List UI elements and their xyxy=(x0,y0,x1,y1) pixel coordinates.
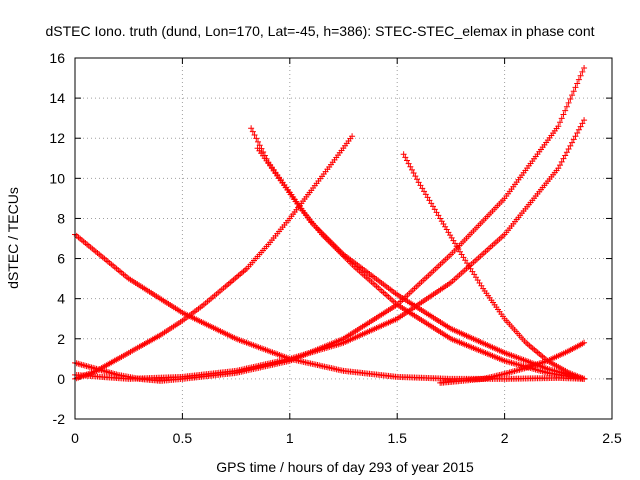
series-2 xyxy=(72,133,356,382)
data-point xyxy=(405,160,412,167)
series-8 xyxy=(437,339,588,386)
data-point xyxy=(435,212,442,219)
y-tick-label: 10 xyxy=(49,170,65,186)
series-1 xyxy=(72,231,588,382)
data-point xyxy=(560,111,567,118)
data-point xyxy=(562,152,569,159)
x-tick-label: 2.5 xyxy=(602,430,622,446)
data-point xyxy=(424,194,431,201)
y-tick-label: -2 xyxy=(53,411,66,427)
data-point xyxy=(574,80,581,87)
data-point xyxy=(570,88,577,95)
data-point xyxy=(579,120,586,127)
data-point xyxy=(581,65,588,72)
data-point xyxy=(563,103,570,110)
series-4 xyxy=(72,65,588,384)
data-point xyxy=(412,173,419,180)
data-point xyxy=(560,155,567,162)
data-point xyxy=(251,132,258,139)
data-point xyxy=(565,146,572,153)
data-point xyxy=(249,128,256,135)
data-point xyxy=(575,76,582,83)
data-point xyxy=(255,138,262,145)
data-point xyxy=(422,191,429,198)
data-point xyxy=(428,200,435,207)
data-point xyxy=(575,126,582,133)
x-tick-label: 0 xyxy=(71,430,79,446)
y-axis-label: dSTEC / TECUs xyxy=(5,187,21,289)
data-point xyxy=(579,68,586,75)
data-point xyxy=(581,339,588,346)
y-tick-label: 4 xyxy=(57,291,65,307)
data-point xyxy=(557,119,564,126)
data-point xyxy=(577,72,584,79)
y-tick-label: 12 xyxy=(49,130,65,146)
data-point xyxy=(558,158,565,165)
data-point xyxy=(567,96,574,103)
y-tick-label: 16 xyxy=(49,50,65,66)
data-point xyxy=(563,149,570,156)
data-point xyxy=(408,166,415,173)
data-point xyxy=(402,154,409,161)
x-tick-label: 2 xyxy=(501,430,509,446)
x-tick-label: 1 xyxy=(286,430,294,446)
data-point xyxy=(426,197,433,204)
data-point xyxy=(410,169,417,176)
data-points xyxy=(72,65,588,386)
data-point xyxy=(570,136,577,143)
data-point xyxy=(558,115,565,122)
y-tick-label: 8 xyxy=(57,210,65,226)
data-point xyxy=(400,151,407,158)
data-point xyxy=(562,107,569,114)
data-point xyxy=(581,375,588,382)
data-point xyxy=(557,162,564,169)
data-point xyxy=(574,130,581,137)
data-point xyxy=(349,133,356,140)
chart-title: dSTEC Iono. truth (dund, Lon=170, Lat=-4… xyxy=(45,23,594,39)
data-point xyxy=(572,133,579,140)
data-point xyxy=(417,182,424,189)
series-7 xyxy=(400,151,588,382)
data-point xyxy=(414,176,421,183)
data-point xyxy=(555,165,562,172)
data-point xyxy=(581,117,588,124)
data-point xyxy=(415,179,422,186)
data-point xyxy=(569,139,576,146)
data-point xyxy=(403,157,410,164)
data-point xyxy=(433,209,440,216)
data-point xyxy=(430,203,436,210)
x-tick-label: 1.5 xyxy=(387,430,407,446)
plot-frame xyxy=(74,57,613,420)
data-point xyxy=(253,135,260,142)
y-tick-label: 6 xyxy=(57,251,65,267)
data-point xyxy=(421,188,428,195)
data-point xyxy=(577,123,584,130)
y-tick-label: 14 xyxy=(49,90,65,106)
data-point xyxy=(572,84,579,91)
x-axis-label: GPS time / hours of day 293 of year 2015 xyxy=(216,459,474,475)
data-point xyxy=(567,142,574,149)
x-tick-label: 0.5 xyxy=(173,430,193,446)
series-6 xyxy=(254,145,588,382)
data-point xyxy=(565,99,572,106)
data-point xyxy=(248,125,255,132)
y-tick-label: 2 xyxy=(57,331,65,347)
data-point xyxy=(419,185,426,192)
data-point xyxy=(555,123,562,130)
data-point xyxy=(256,142,263,149)
y-tick-label: 0 xyxy=(57,371,65,387)
data-point xyxy=(569,92,576,99)
data-point xyxy=(431,206,438,213)
data-point xyxy=(407,163,414,170)
